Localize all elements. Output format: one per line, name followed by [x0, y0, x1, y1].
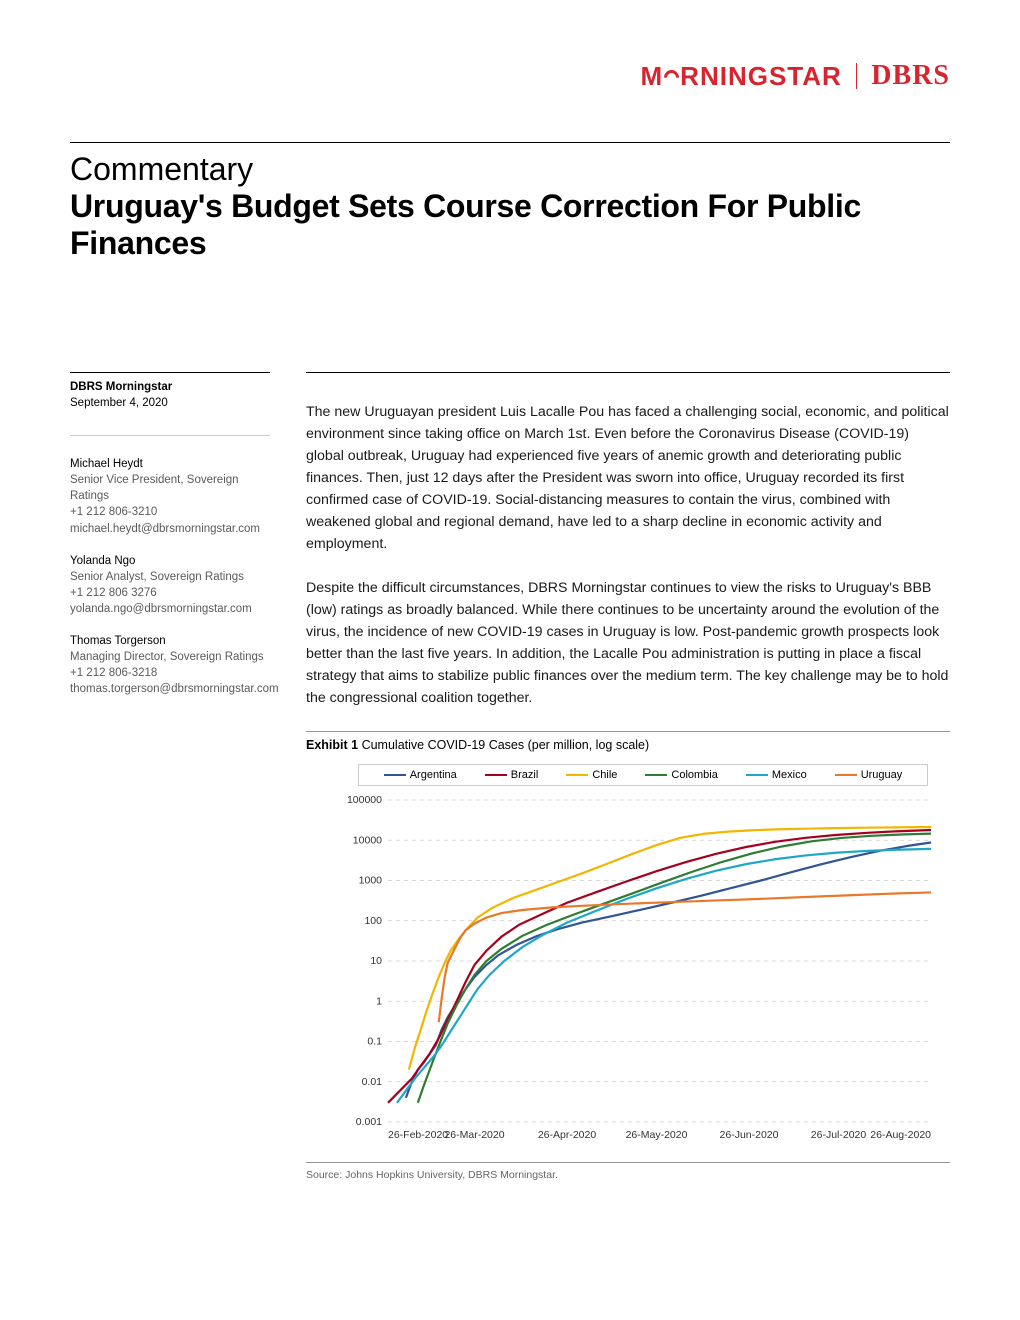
sidebar-org: DBRS Morningstar [70, 379, 270, 395]
series-chile [409, 827, 931, 1070]
legend-item: Argentina [384, 769, 457, 781]
legend-label: Chile [592, 769, 617, 781]
legend-item: Mexico [746, 769, 807, 781]
morningstar-logo: M RNINGSTAR [641, 61, 842, 92]
series-uruguay [439, 892, 931, 1022]
legend-label: Uruguay [861, 769, 903, 781]
author-name: Yolanda Ngo [70, 553, 270, 569]
exhibit-title: Cumulative COVID-19 Cases (per million, … [362, 738, 650, 752]
svg-text:26-Mar-2020: 26-Mar-2020 [444, 1129, 504, 1141]
author-name: Thomas Torgerson [70, 633, 270, 649]
exhibit-source: Source: Johns Hopkins University, DBRS M… [306, 1169, 950, 1181]
title-block: Commentary Uruguay's Budget Sets Course … [70, 142, 950, 262]
logo-divider [856, 63, 858, 89]
legend-label: Colombia [671, 769, 717, 781]
line-chart: 0.001 0.01 0.1 1 10 100 1000 10000 100000 26-Feb-… [336, 792, 936, 1152]
content-row: DBRS Morningstar September 4, 2020 Micha… [70, 372, 950, 1181]
svg-text:26-Jun-2020: 26-Jun-2020 [720, 1129, 779, 1141]
author-role: Senior Analyst, Sovereign Ratings [70, 569, 270, 585]
page-title: Uruguay's Budget Sets Course Correction … [70, 188, 950, 262]
exhibit-block: Exhibit 1 Cumulative COVID-19 Cases (per… [306, 731, 950, 1163]
morningstar-dot-icon [661, 66, 682, 87]
legend-label: Argentina [410, 769, 457, 781]
legend-item: Chile [566, 769, 617, 781]
sidebar-date: September 4, 2020 [70, 395, 270, 411]
legend-item: Colombia [645, 769, 717, 781]
author-email: thomas.torgerson@dbrsmorningstar.com [70, 681, 270, 697]
svg-text:26-Apr-2020: 26-Apr-2020 [538, 1129, 597, 1141]
svg-text:0.001: 0.001 [356, 1116, 382, 1128]
document-type: Commentary [70, 151, 950, 188]
svg-text:100: 100 [364, 915, 382, 927]
legend-swatch [566, 774, 588, 776]
legend-swatch [485, 774, 507, 776]
author-email: yolanda.ngo@dbrsmorningstar.com [70, 601, 270, 617]
chart-legend: Argentina Brazil Chile Colombia Mexico Urugua… [358, 764, 928, 786]
logo-row: M RNINGSTAR DBRS [70, 60, 950, 92]
author-phone: +1 212 806-3218 [70, 665, 270, 681]
author-block: Yolanda Ngo Senior Analyst, Sovereign Ra… [70, 553, 270, 617]
svg-text:0.1: 0.1 [367, 1036, 382, 1048]
svg-text:10: 10 [370, 955, 382, 967]
paragraph: Despite the difficult circumstances, DBR… [306, 577, 950, 709]
legend-item: Uruguay [835, 769, 903, 781]
legend-label: Brazil [511, 769, 539, 781]
svg-text:26-Jul-2020: 26-Jul-2020 [811, 1129, 867, 1141]
legend-swatch [384, 774, 406, 776]
author-role: Senior Vice President, Sovereign Ratings [70, 472, 270, 504]
dbrs-logo: DBRS [871, 60, 950, 92]
author-email: michael.heydt@dbrsmorningstar.com [70, 521, 270, 537]
main-rule [306, 372, 950, 373]
svg-text:26-Feb-2020: 26-Feb-2020 [388, 1129, 448, 1141]
legend-item: Brazil [485, 769, 539, 781]
legend-swatch [835, 774, 857, 776]
author-block: Thomas Torgerson Managing Director, Sove… [70, 633, 270, 697]
series-colombia [418, 834, 931, 1103]
logo-text-prefix: M [641, 61, 664, 92]
svg-text:100000: 100000 [347, 794, 382, 806]
chart-container: Argentina Brazil Chile Colombia Mexico Urugua… [306, 764, 950, 1152]
legend-swatch [645, 774, 667, 776]
paragraph: The new Uruguayan president Luis Lacalle… [306, 401, 950, 555]
author-block: Michael Heydt Senior Vice President, Sov… [70, 456, 270, 536]
sidebar-divider [70, 435, 270, 436]
logo-text-suffix: RNINGSTAR [680, 61, 842, 92]
exhibit-number: Exhibit 1 [306, 738, 358, 752]
svg-text:26-May-2020: 26-May-2020 [626, 1129, 688, 1141]
svg-text:1000: 1000 [359, 875, 383, 887]
svg-text:26-Aug-2020: 26-Aug-2020 [870, 1129, 931, 1141]
author-role: Managing Director, Sovereign Ratings [70, 649, 270, 665]
series-brazil [388, 830, 931, 1103]
author-phone: +1 212 806 3276 [70, 585, 270, 601]
main-column: The new Uruguayan president Luis Lacalle… [306, 372, 950, 1181]
svg-text:1: 1 [376, 995, 382, 1007]
svg-text:10000: 10000 [353, 834, 382, 846]
sidebar-rule [70, 372, 270, 373]
author-name: Michael Heydt [70, 456, 270, 472]
author-phone: +1 212 806-3210 [70, 504, 270, 520]
exhibit-header: Exhibit 1 Cumulative COVID-19 Cases (per… [306, 738, 950, 752]
legend-label: Mexico [772, 769, 807, 781]
svg-text:0.01: 0.01 [362, 1076, 383, 1088]
legend-swatch [746, 774, 768, 776]
sidebar: DBRS Morningstar September 4, 2020 Micha… [70, 372, 270, 1181]
